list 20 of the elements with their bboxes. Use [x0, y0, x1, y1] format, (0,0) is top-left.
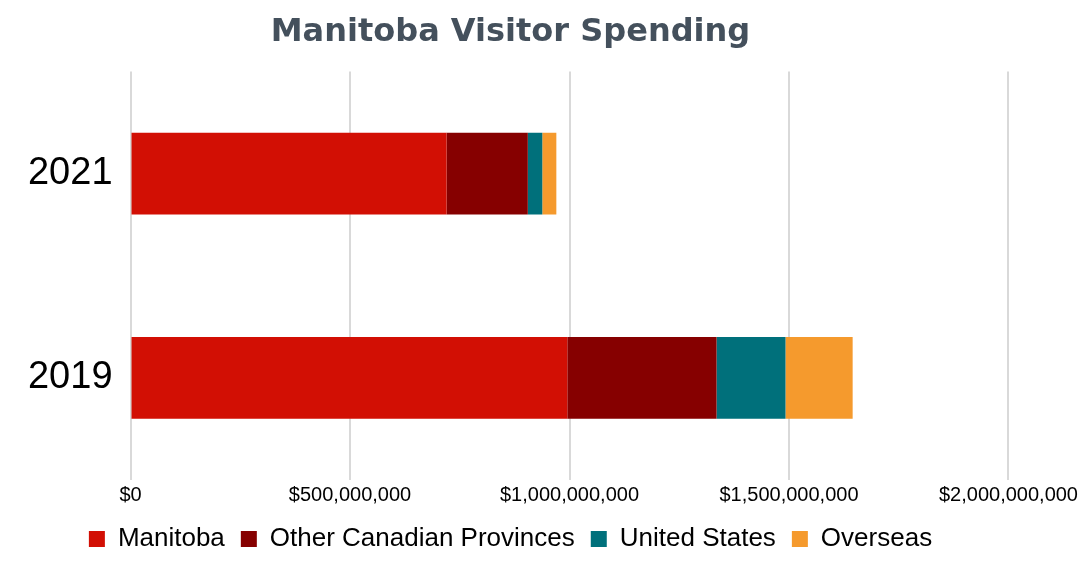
bar	[131, 336, 568, 419]
y-tick-label: 2019	[27, 354, 113, 397]
bar	[785, 336, 853, 419]
bar	[131, 132, 447, 215]
x-tick-label: $2,000,000,000	[938, 482, 1078, 505]
legend-label: Manitoba	[117, 522, 226, 553]
bar	[527, 132, 543, 215]
legend-label: Overseas	[820, 522, 933, 553]
y-tick-label: 2021	[27, 150, 113, 193]
bar	[716, 336, 786, 419]
x-tick-label: $1,000,000,000	[500, 482, 640, 505]
bar	[542, 132, 557, 215]
bar	[446, 132, 528, 215]
chart-title: Manitoba Visitor Spending	[270, 10, 751, 49]
legend-label: United States	[619, 522, 776, 553]
x-tick-label: $500,000,000	[288, 482, 412, 505]
legend-label: Other Canadian Provinces	[269, 522, 575, 553]
bar	[567, 336, 717, 419]
x-tick-label: $1,500,000,000	[719, 482, 859, 505]
x-tick-label: $0	[119, 482, 142, 505]
